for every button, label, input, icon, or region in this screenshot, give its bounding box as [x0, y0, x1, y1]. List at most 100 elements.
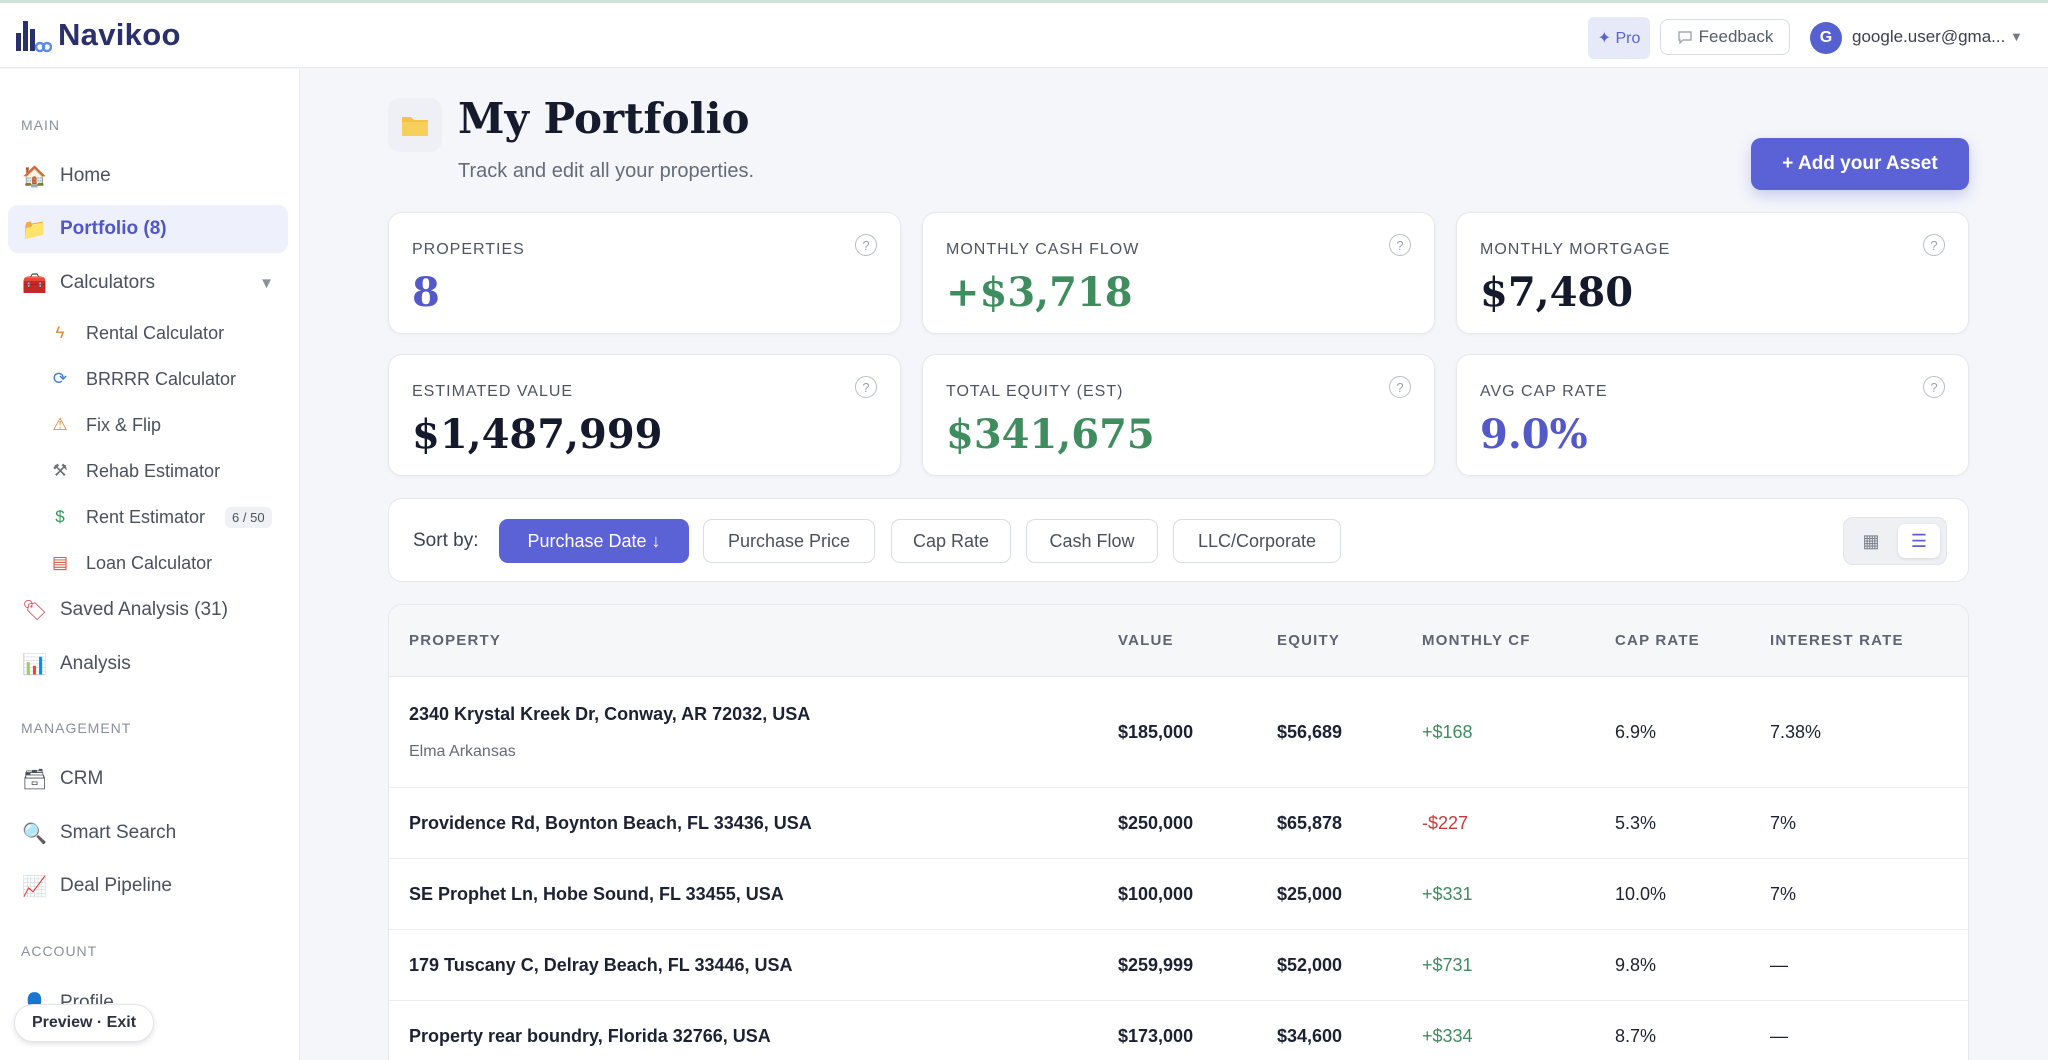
logo-icon — [16, 21, 52, 53]
sidebar-item-analysis[interactable]: 📊 Analysis — [8, 640, 288, 688]
add-asset-button[interactable]: + Add your Asset — [1751, 138, 1969, 190]
chevron-down-icon: ▼ — [259, 274, 274, 292]
column-header-value[interactable]: VALUE — [1118, 632, 1174, 649]
cell-value: $173,000 — [1118, 1026, 1194, 1046]
cell-monthly-cf: +$731 — [1422, 955, 1473, 975]
stat-card-avg-cap-rate: AVG CAP RATE 9.0% ? — [1456, 354, 1969, 476]
help-icon[interactable]: ? — [1389, 234, 1411, 256]
page-title: My Portfolio — [458, 94, 750, 143]
sidebar-item-label: Rehab Estimator — [86, 460, 221, 481]
table-row[interactable]: 2340 Krystal Kreek Dr, Conway, AR 72032,… — [389, 677, 1968, 788]
cell-cap-rate: 6.9% — [1615, 722, 1657, 742]
column-header-equity[interactable]: EQUITY — [1277, 632, 1341, 649]
sidebar-item-calculators[interactable]: 🧰 Calculators ▼ — [8, 259, 288, 307]
help-icon[interactable]: ? — [855, 376, 877, 398]
ledger-icon: ▤ — [51, 553, 69, 572]
dollar-icon: $ — [55, 507, 65, 526]
sidebar-item-fix-flip[interactable]: ⚠ Fix & Flip — [48, 405, 161, 445]
page-subtitle: Track and edit all your properties. — [458, 160, 755, 182]
user-email[interactable]: google.user@gma... — [1852, 27, 2006, 46]
property-address[interactable]: Providence Rd, Boynton Beach, FL 33436, … — [409, 813, 812, 833]
sidebar-item-loan-calculator[interactable]: ▤ Loan Calculator — [48, 543, 212, 583]
cell-interest-rate: 7% — [1770, 884, 1797, 904]
cell-interest-rate: 7% — [1770, 813, 1797, 833]
table-header: PROPERTY VALUE EQUITY MONTHLY CF CAP RAT… — [389, 605, 1968, 677]
column-header-interest-rate[interactable]: INTEREST RATE — [1770, 632, 1904, 649]
stat-value: 9.0% — [1480, 411, 1588, 458]
table-row[interactable]: 179 Tuscany C, Delray Beach, FL 33446, U… — [389, 930, 1968, 1001]
feedback-button[interactable]: Feedback — [1660, 19, 1790, 55]
toolbox-icon: 🧰 — [22, 272, 47, 295]
magnifier-icon: 🔍 — [22, 822, 47, 845]
hammer-icon: ⚒ — [52, 461, 68, 480]
sidebar-item-portfolio[interactable]: 📁 Portfolio (8) — [8, 205, 288, 253]
help-icon[interactable]: ? — [1923, 234, 1945, 256]
sidebar-item-crm[interactable]: 🗃 CRM — [8, 755, 288, 803]
stat-label: ESTIMATED VALUE — [412, 383, 574, 400]
construction-icon: ⚠ — [52, 415, 68, 434]
stat-value: +$3,718 — [946, 269, 1133, 316]
sort-option-purchase-price[interactable]: Purchase Price — [703, 519, 875, 563]
help-icon[interactable]: ? — [1923, 376, 1945, 398]
grid-icon[interactable]: ▦ — [1862, 530, 1880, 551]
cell-interest-rate: — — [1770, 955, 1788, 975]
trend-chart-icon: 📈 — [22, 875, 47, 898]
top-bar: Navikoo ✦ Pro Feedback G google.user@gma… — [0, 0, 2048, 68]
chevron-down-icon[interactable]: ▼ — [2010, 29, 2023, 44]
view-toggle: ▦ ☰ — [1843, 517, 1947, 565]
property-address[interactable]: 179 Tuscany C, Delray Beach, FL 33446, U… — [409, 955, 793, 975]
stat-label: MONTHLY CASH FLOW — [946, 241, 1140, 258]
home-icon: 🏠 — [22, 165, 47, 188]
list-icon[interactable]: ☰ — [1898, 524, 1940, 558]
sort-option-purchase-date[interactable]: Purchase Date ↓ — [499, 519, 689, 563]
stat-card-total-equity: TOTAL EQUITY (EST) $341,675 ? — [922, 354, 1435, 476]
stat-label: PROPERTIES — [412, 241, 525, 258]
stat-label: MONTHLY MORTGAGE — [1480, 241, 1671, 258]
stat-label: AVG CAP RATE — [1480, 383, 1608, 400]
sidebar-item-label: Saved Analysis (31) — [60, 599, 228, 620]
sidebar-item-home[interactable]: 🏠 Home — [8, 152, 288, 200]
cell-cap-rate: 8.7% — [1615, 1026, 1657, 1046]
sort-option-cash-flow[interactable]: Cash Flow — [1026, 519, 1158, 563]
chat-bubble-icon — [1677, 31, 1692, 44]
cell-cap-rate: 10.0% — [1615, 884, 1667, 904]
help-icon[interactable]: ? — [1389, 376, 1411, 398]
logo[interactable]: Navikoo — [14, 17, 181, 53]
sidebar-item-label: Smart Search — [60, 822, 177, 843]
column-header-property[interactable]: PROPERTY — [409, 632, 502, 649]
property-address[interactable]: Property rear boundry, Florida 32766, US… — [409, 1026, 771, 1046]
card-index-icon: 🗃 — [22, 768, 48, 791]
cell-interest-rate: — — [1770, 1026, 1788, 1046]
bar-chart-icon: 📊 — [22, 653, 47, 676]
sidebar-item-rental-calculator[interactable]: ϟ Rental Calculator — [48, 313, 225, 353]
sort-option-llc-corporate[interactable]: LLC/Corporate — [1173, 519, 1341, 563]
sidebar-item-label: Home — [60, 165, 111, 186]
property-address[interactable]: 2340 Krystal Kreek Dr, Conway, AR 72032,… — [409, 704, 811, 724]
section-label-main: MAIN — [21, 117, 60, 133]
sidebar-item-rent-estimator[interactable]: $ Rent Estimator 6 / 50 — [48, 497, 272, 537]
sidebar-item-rehab-estimator[interactable]: ⚒ Rehab Estimator — [48, 451, 220, 491]
sidebar-item-label: Calculators — [60, 272, 156, 293]
stat-value: 8 — [412, 269, 440, 316]
sort-option-cap-rate[interactable]: Cap Rate — [891, 519, 1011, 563]
sidebar: MAIN 🏠 Home 📁 Portfolio (8) 🧰 Calculator… — [0, 69, 300, 1060]
preview-exit-button[interactable]: Preview · Exit — [14, 1004, 154, 1042]
sidebar-item-saved-analysis[interactable]: 🏷 Saved Analysis (31) — [8, 586, 288, 634]
sidebar-item-label: Analysis — [60, 653, 131, 674]
sidebar-item-label: Rent Estimator — [86, 506, 206, 527]
sidebar-item-brrrr-calculator[interactable]: ⟳ BRRRR Calculator — [48, 359, 236, 399]
sidebar-item-smart-search[interactable]: 🔍 Smart Search — [8, 809, 288, 857]
stat-card-properties: PROPERTIES 8 ? — [388, 212, 901, 334]
table-row[interactable]: Providence Rd, Boynton Beach, FL 33436, … — [389, 788, 1968, 859]
column-header-monthly-cf[interactable]: MONTHLY CF — [1422, 632, 1531, 649]
table-row[interactable]: Property rear boundry, Florida 32766, US… — [389, 1001, 1968, 1060]
property-address[interactable]: SE Prophet Ln, Hobe Sound, FL 33455, USA — [409, 884, 784, 904]
column-header-cap-rate[interactable]: CAP RATE — [1615, 632, 1700, 649]
table-row[interactable]: SE Prophet Ln, Hobe Sound, FL 33455, USA… — [389, 859, 1968, 930]
cell-value: $100,000 — [1118, 884, 1194, 904]
stat-value: $7,480 — [1480, 269, 1634, 316]
avatar[interactable]: G — [1810, 22, 1842, 54]
sidebar-item-deal-pipeline[interactable]: 📈 Deal Pipeline — [8, 862, 288, 910]
pro-badge[interactable]: ✦ Pro — [1588, 17, 1650, 59]
help-icon[interactable]: ? — [855, 234, 877, 256]
